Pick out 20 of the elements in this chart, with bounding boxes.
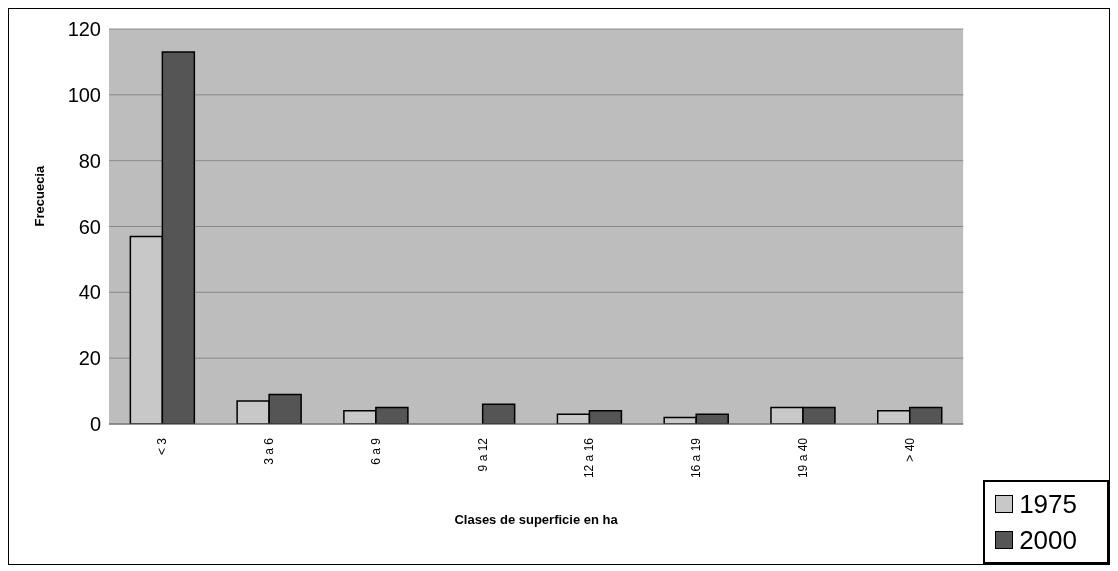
x-tick-label: 9 a 12 [475, 437, 490, 472]
x-tick-label: 16 a 19 [689, 437, 704, 479]
x-tick-label: 3 a 6 [262, 437, 277, 465]
x-axis-title: Clases de superficie en ha [454, 512, 619, 527]
y-axis-title: Frecuecia [31, 165, 47, 227]
x-tick-label: 19 a 40 [796, 437, 810, 479]
y-tick-label: 100 [67, 83, 101, 106]
y-tick-label: 80 [78, 149, 101, 172]
y-tick-label: 60 [78, 215, 101, 238]
bar [481, 403, 516, 424]
x-tick-label: < 3 [155, 437, 170, 456]
x-tick-label: 12 a 16 [582, 437, 597, 479]
legend-label: 1975 [1019, 488, 1077, 521]
legend-label: 2000 [1019, 524, 1077, 557]
y-tick-label: 120 [67, 18, 101, 41]
y-tick-label: 40 [78, 281, 101, 304]
x-tick-label: > 40 [902, 437, 917, 462]
x-tick-label: 6 a 9 [368, 437, 383, 465]
y-tick-label: 0 [89, 413, 101, 436]
y-tick-label: 20 [78, 347, 101, 370]
